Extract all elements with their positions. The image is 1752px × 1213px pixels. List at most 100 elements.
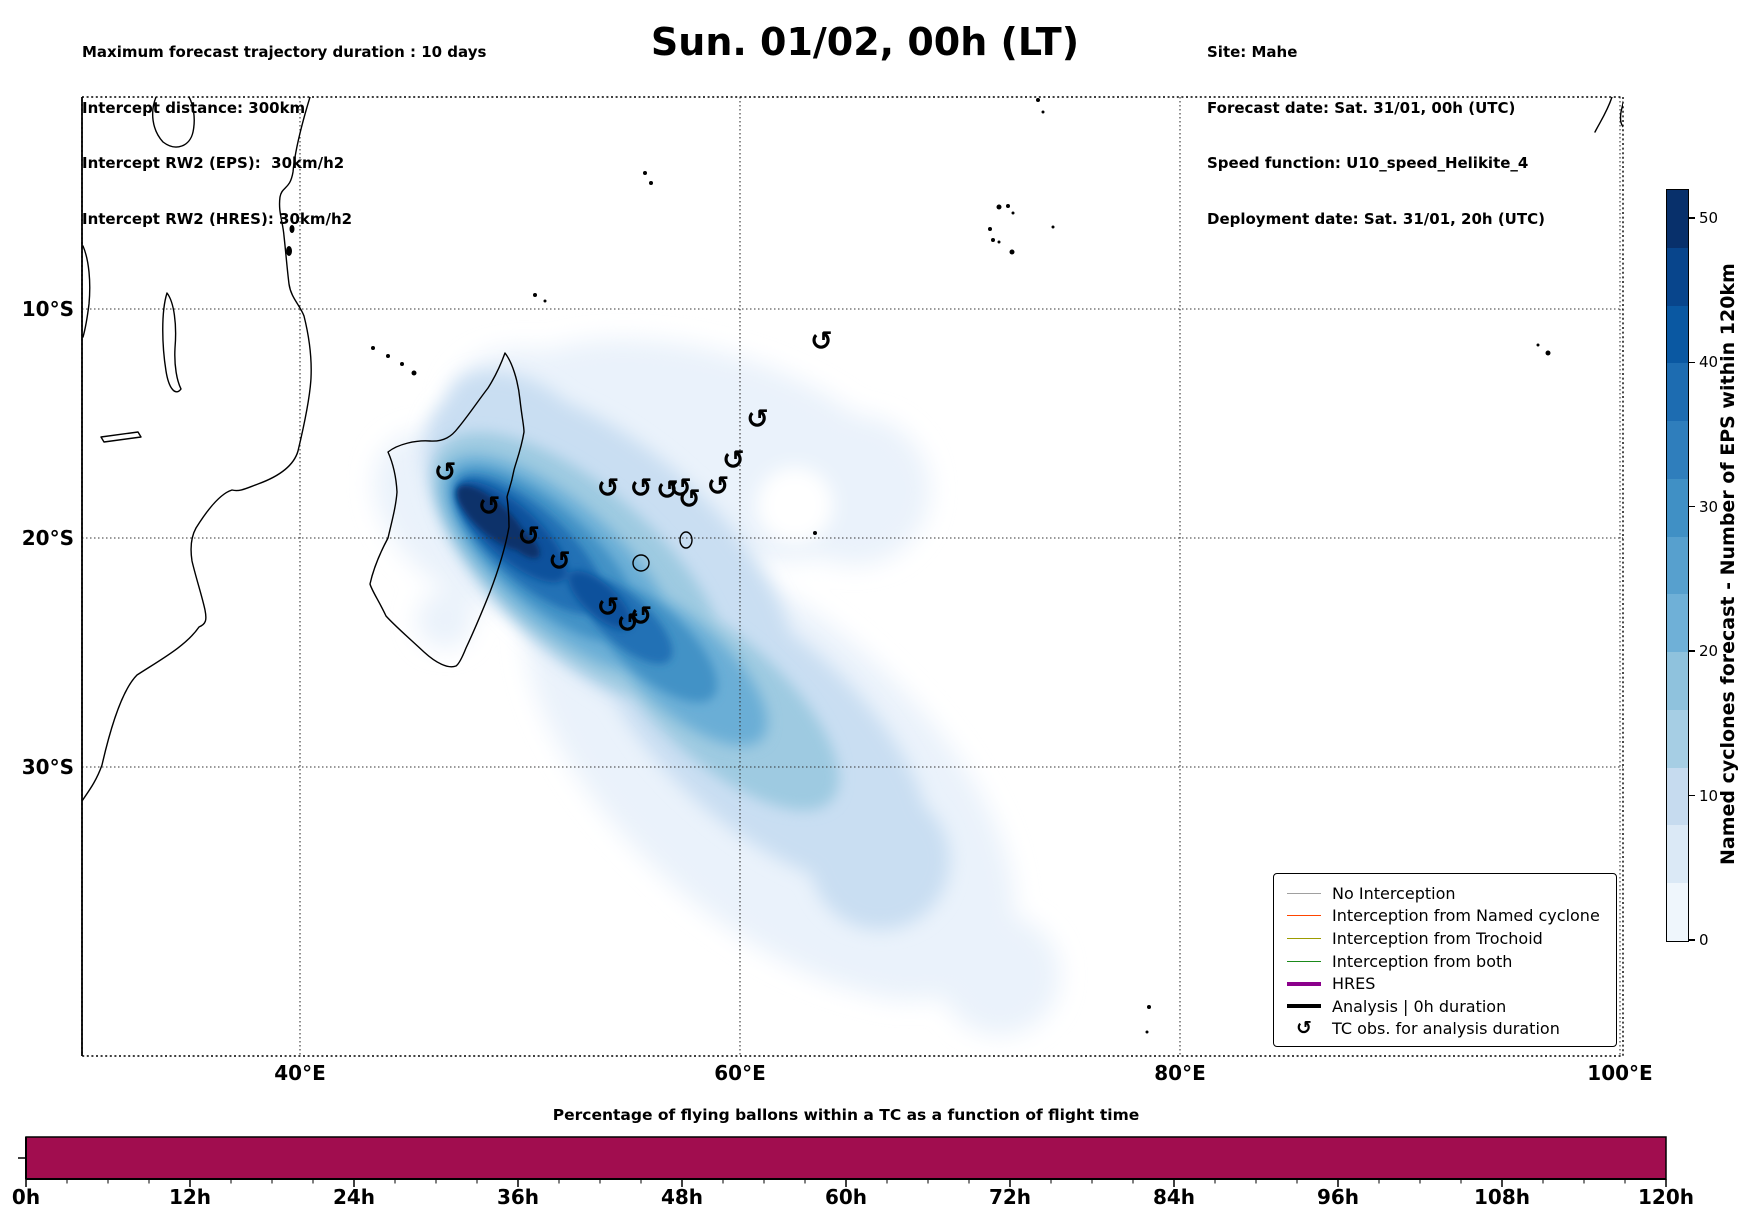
legend-line-sample (1286, 960, 1322, 962)
colorbar-label: Named cyclones forecast - Number of EPS … (1717, 263, 1739, 866)
colorbar-segment (1667, 363, 1688, 422)
colorbar-tick-mark (1689, 217, 1695, 219)
header-right-line: Deployment date: Sat. 31/01, 20h (UTC) (1207, 209, 1545, 228)
bar-x-tick-label: 48h (660, 1185, 704, 1209)
tc-obs-marker: ↺ (706, 470, 730, 502)
colorbar-tick-label: 50 (1699, 208, 1719, 227)
map-y-tick-label: 30°S (21, 755, 74, 779)
small-islands (286, 98, 1551, 1034)
tc-obs-marker: ↺ (433, 456, 457, 488)
legend-line-sample (1287, 915, 1321, 917)
coastline-madagascar (369, 352, 525, 668)
lake-victoria (151, 97, 195, 148)
legend-item-label: HRES (1332, 974, 1376, 994)
map-x-tick-label: 100°E (1587, 1061, 1653, 1085)
header-left-block: Maximum forecast trajectory duration : 1… (82, 6, 486, 265)
colorbar-segment (1667, 883, 1688, 941)
colorbar-segment (1667, 652, 1688, 710)
colorbar-segment (1667, 536, 1688, 595)
bar-x-tick-label: 60h (824, 1185, 868, 1209)
legend-line-sample (1287, 960, 1321, 962)
legend-line-sample (1287, 981, 1321, 986)
map-frame (81, 96, 1624, 1057)
bottom-chart-title: Percentage of flying ballons within a TC… (552, 1106, 1140, 1124)
tc-obs-marker: ↺ (678, 484, 701, 516)
colorbar-segment (1667, 421, 1688, 479)
legend-line-sample (1287, 937, 1321, 939)
island-reunion (632, 554, 650, 572)
legend-line-sample (1286, 915, 1322, 917)
header-right-line: Site: Mahe (1207, 43, 1298, 61)
island-mauritius (679, 531, 693, 549)
colorbar-tick-mark (1689, 505, 1695, 508)
legend-item-label: Interception from Trochoid (1332, 928, 1543, 948)
header-left-line: Intercept RW2 (EPS): 30km/h2 (82, 154, 345, 172)
map-x-tick-label: 80°E (1154, 1061, 1206, 1085)
legend-item-label: Interception from both (1332, 951, 1513, 971)
tc-obs-marker: ↺ (629, 601, 653, 633)
tc-obs-marker: ↺ (477, 491, 501, 523)
colorbar-tick-mark (1689, 650, 1695, 652)
colorbar-tick-mark (1689, 361, 1695, 364)
bar-x-tick-label: 0h (11, 1185, 41, 1209)
header-left-line: Intercept RW2 (HRES): 30km/h2 (82, 209, 353, 228)
lake-sliver (100, 431, 142, 443)
colorbar-segment (1667, 478, 1688, 537)
tc-obs-icon: ↺ (1296, 1017, 1312, 1040)
legend-line-sample (1286, 1004, 1322, 1009)
map-legend: No Interception Interception from Named c… (1273, 873, 1617, 1047)
tc-obs-marker: ↺ (596, 472, 620, 504)
bar-x-tick-label: 72h (988, 1185, 1032, 1209)
colorbar-tick-label: 30 (1699, 497, 1719, 516)
map-x-tick-label: 60°E (714, 1061, 766, 1085)
bar-x-tick-label: 12h (168, 1185, 212, 1209)
map-y-tick-label: 10°S (21, 297, 74, 321)
bar-x-tick-label: 120h (1638, 1185, 1694, 1209)
legend-item: Interception from Named cyclone (1274, 905, 1616, 928)
legend-line-sample (1287, 892, 1321, 894)
colorbar-segment (1667, 247, 1688, 306)
legend-item: No Interception (1274, 882, 1616, 905)
colorbar-segment (1667, 190, 1688, 248)
islands-northeast-corner (1594, 97, 1623, 133)
colorbar-segment (1667, 767, 1688, 826)
legend-item: Analysis | 0h duration (1274, 995, 1616, 1018)
tc-obs-marker: ↺ (616, 607, 640, 639)
tc-obs-marker: ↺ (517, 520, 541, 552)
legend-item: ↺ TC obs. for analysis duration (1274, 1018, 1616, 1041)
colorbar-tick-mark (1689, 939, 1695, 941)
bar-x-tick-label: 108h (1474, 1185, 1530, 1209)
coastlines (82, 97, 1623, 802)
colorbar-tick-label: 20 (1699, 642, 1719, 661)
legend-item-label: Interception from Named cyclone (1332, 906, 1600, 926)
bar-x-tick-label: 84h (1152, 1185, 1196, 1209)
lake-malawi (162, 292, 182, 393)
map-gridlines (82, 97, 1623, 1056)
colorbar-segment (1667, 594, 1688, 653)
bar-x-tick-label: 24h (332, 1185, 376, 1209)
tc-obs-marker: ↺ (596, 591, 620, 623)
tc-obs-marker: ↺ (629, 472, 653, 504)
tc-obs-marker: ↺ (669, 472, 692, 504)
tc-obs-marker: ↺ (746, 404, 769, 436)
colorbar (1666, 189, 1689, 942)
header-right-line: Forecast date: Sat. 31/01, 00h (UTC) (1207, 98, 1516, 117)
header-left-line: Intercept distance: 300km (82, 98, 306, 117)
colorbar-segment (1667, 305, 1688, 364)
legend-item-label: Analysis | 0h duration (1332, 996, 1507, 1016)
map-y-tick-label: 20°S (21, 526, 74, 550)
lake-tanganyika-edge (82, 245, 91, 338)
legend-item: Interception from Trochoid (1274, 927, 1616, 950)
colorbar-segment (1667, 825, 1688, 884)
legend-item-label: TC obs. for analysis duration (1332, 1019, 1560, 1039)
header-right-block: Site: Mahe Forecast date: Sat. 31/01, 00… (1207, 6, 1545, 265)
colorbar-segment (1667, 709, 1688, 768)
legend-item: HRES (1274, 972, 1616, 995)
legend-item-label: No Interception (1332, 883, 1456, 903)
header-left-line: Maximum forecast trajectory duration : 1… (82, 43, 487, 61)
legend-line-sample (1286, 937, 1322, 939)
forecast-density-plume (374, 339, 1060, 1035)
tc-obs-marker: ↺ (656, 475, 679, 507)
colorbar-tick-label: 0 (1699, 931, 1709, 949)
figure-title: Sun. 01/02, 00h (LT) (650, 20, 1080, 64)
